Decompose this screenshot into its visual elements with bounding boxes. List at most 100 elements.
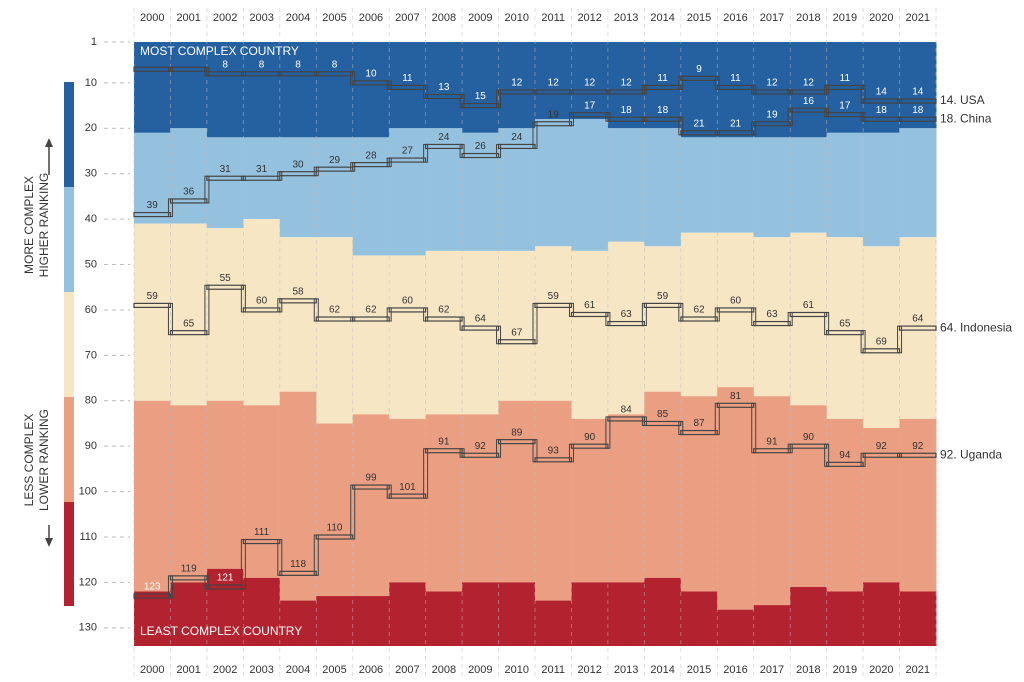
band [607,128,645,242]
y-tick-label: 10 [85,77,97,89]
band [863,246,901,429]
band [680,232,718,397]
step-segment [826,112,864,118]
step-segment [206,584,244,590]
step-segment [607,89,645,95]
band [607,414,645,583]
data-label: 61 [803,300,815,311]
band [790,232,828,406]
band [134,132,171,224]
step-segment [716,307,755,313]
step-segment [534,121,573,127]
band [826,237,864,419]
step-segment [570,112,609,118]
band [680,137,718,233]
annotation: MOST COMPLEX COUNTRY [140,44,299,58]
data-label: 90 [584,432,596,443]
band [206,137,244,229]
data-label: 12 [584,78,596,89]
step-segment [388,307,427,313]
step-segment [461,325,500,331]
data-label: 123 [144,582,161,593]
band [535,400,572,601]
data-label: 16 [803,96,815,107]
band [498,128,536,251]
band [170,223,208,406]
band [644,577,682,646]
step-segment [789,443,828,449]
band [498,582,536,646]
annotation: LEAST COMPLEX COUNTRY [140,624,302,638]
data-label: 92 [475,441,487,452]
band [680,42,718,138]
x-tick-label: 2015 [687,664,711,676]
step-segment [534,457,573,463]
step-segment [352,484,390,490]
step-segment [898,325,937,331]
step-segment [133,593,172,599]
legend-strip [64,292,74,397]
x-tick-label: 2001 [176,664,200,676]
band [279,237,317,392]
band [717,137,755,233]
data-label: 111 [254,527,270,538]
step-segment [388,84,427,91]
series-label: 92. Uganda [940,447,1002,461]
x-tick-label: 2014 [650,12,674,24]
x-tick-label: 2007 [395,12,419,24]
data-label: 62 [693,305,705,316]
data-label: 118 [290,559,306,570]
x-tick-label: 2005 [322,664,346,676]
data-label: 94 [839,450,851,461]
data-label: 18 [657,105,669,116]
side-label: LOWER RANKING [37,409,51,511]
step-segment [425,316,463,322]
x-tick-label: 2018 [796,12,820,24]
band [899,591,937,646]
series-label: 64. Indonesia [940,320,1012,334]
data-label: 11 [840,73,851,84]
band [607,42,645,129]
step-segment [643,84,682,91]
step-segment [826,330,864,336]
band [462,250,500,415]
data-label: 29 [329,155,341,166]
band [134,400,171,592]
step-segment [497,143,536,150]
data-label: 62 [365,305,377,316]
step-segment [789,107,828,113]
step-segment [133,211,172,218]
band [389,418,427,583]
step-segment [716,84,755,91]
band [134,42,171,133]
band [899,418,937,592]
arrow-head [45,538,53,547]
x-tick-label: 2010 [505,664,529,676]
data-label: 8 [295,59,301,70]
step-segment [643,420,682,427]
x-tick-label: 2006 [359,12,383,24]
data-label: 11 [402,73,413,84]
y-tick-label: 90 [85,440,97,452]
band [316,237,354,424]
data-label: 91 [766,436,778,447]
band [498,250,536,401]
x-tick-label: 2004 [286,12,310,24]
data-label: 64 [475,314,487,325]
step-segment [898,452,937,458]
data-label: 60 [730,296,742,307]
data-label: 10 [365,69,377,80]
step-segment [461,452,500,458]
data-label: 60 [256,296,268,307]
band [680,591,718,646]
data-label: 67 [511,327,523,338]
step-segment [716,402,755,408]
x-tick-label: 2013 [614,664,638,676]
step-segment [570,311,609,318]
x-tick-label: 2007 [395,664,419,676]
band [425,591,463,646]
data-label: 84 [621,405,633,416]
step-segment [643,116,682,122]
band [790,137,828,233]
data-label: 31 [220,164,232,175]
